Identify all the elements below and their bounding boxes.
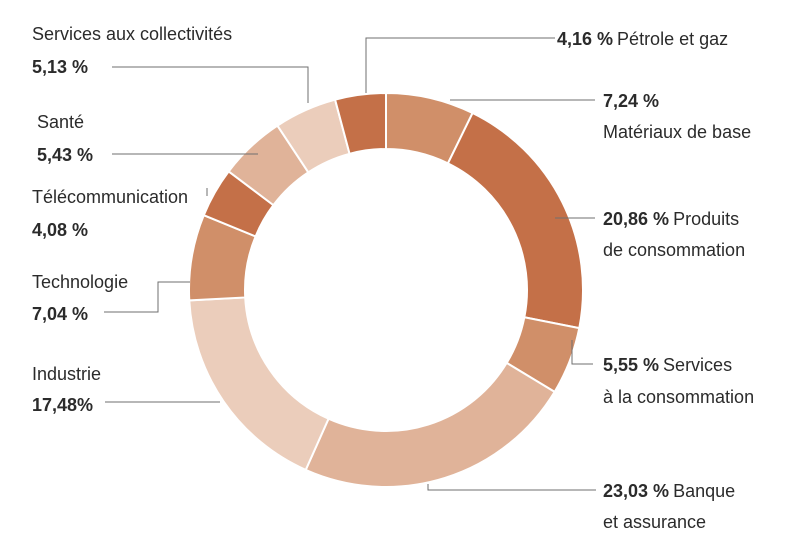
slice-banque-et-assurance xyxy=(304,361,556,488)
name-petrole: Pétrole et gaz xyxy=(617,29,728,49)
label-services-conso: 5,55 % Services xyxy=(603,355,732,375)
value-industrie: 17,48% xyxy=(32,395,93,415)
label-produits: 20,86 % Produits xyxy=(603,209,739,229)
name-produits-2: de consommation xyxy=(603,240,745,260)
value-services-conso: 5,55 % xyxy=(603,355,659,375)
value-materiaux: 7,24 % xyxy=(603,91,659,111)
name-industrie: Industrie xyxy=(32,364,101,384)
leader-banque xyxy=(427,484,596,491)
label-petrole: 4,16 % Pétrole et gaz xyxy=(557,29,728,49)
name-banque-2: et assurance xyxy=(603,512,706,532)
name-produits-1: Produits xyxy=(673,209,739,229)
value-telecom: 4,08 % xyxy=(32,220,88,240)
value-technologie: 7,04 % xyxy=(32,304,88,324)
value-sante: 5,43 % xyxy=(37,145,93,165)
value-collectivites: 5,13 % xyxy=(32,57,88,77)
label-banque: 23,03 % Banque xyxy=(603,481,735,501)
name-materiaux: Matériaux de base xyxy=(603,122,751,142)
name-collectivites: Services aux collectivités xyxy=(32,24,232,44)
slice-produits-de-consommation xyxy=(446,111,584,330)
leader-technologie xyxy=(104,281,190,313)
leader-collectivites xyxy=(112,66,309,103)
value-produits: 20,86 % xyxy=(603,209,669,229)
leader-petrole xyxy=(365,37,555,93)
name-sante: Santé xyxy=(37,112,84,132)
name-services-conso-1: Services xyxy=(663,355,732,375)
name-telecom: Télécommunication xyxy=(32,187,188,207)
donut-slices xyxy=(188,91,584,488)
name-technologie: Technologie xyxy=(32,272,128,292)
slice-industrie xyxy=(188,296,330,472)
name-services-conso-2: à la consommation xyxy=(603,387,754,407)
name-banque-1: Banque xyxy=(673,481,735,501)
value-petrole: 4,16 % xyxy=(557,29,613,49)
slice-petrole-et-gaz xyxy=(333,91,387,156)
leader-lines xyxy=(104,37,596,491)
leader-services-conso xyxy=(571,340,593,365)
value-banque: 23,03 % xyxy=(603,481,669,501)
